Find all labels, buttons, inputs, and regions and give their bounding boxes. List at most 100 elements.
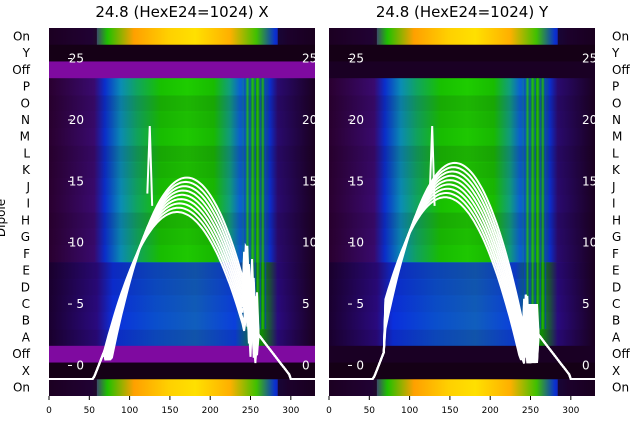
heatmap-row-edge [329, 28, 377, 46]
heatmap-row-21 [329, 379, 595, 396]
heatmap-row-13 [49, 245, 315, 263]
heatmap-streak [526, 78, 529, 330]
heatmap-row-17 [49, 312, 315, 330]
heatmap-row-5 [49, 111, 315, 129]
x-tick-label: 150 [161, 406, 178, 416]
heatmap-streak [536, 78, 539, 330]
x-tick-label: 300 [282, 406, 299, 416]
heatmap-row-9 [329, 178, 595, 196]
row-label: C [22, 297, 30, 311]
y-axis-label: Dipole [0, 199, 8, 237]
heatmap-row-8 [49, 161, 315, 180]
row-label: K [22, 163, 31, 177]
heatmap-row-2 [329, 61, 595, 79]
row-label: N [21, 113, 30, 127]
heatmap-row-15 [49, 278, 315, 297]
heatmap-streak [249, 78, 251, 330]
heatmap-row-1 [329, 44, 595, 62]
overlay-y-tick-label-edge: 0 [582, 358, 590, 372]
row-label: H [612, 213, 621, 227]
overlay-y-tick-label: 0 [356, 358, 364, 372]
heatmap-row-4 [49, 94, 315, 113]
overlay-y-tick-label-edge: 5 [302, 297, 310, 311]
heatmap-row-edge [557, 379, 595, 396]
heatmap-row-18 [329, 329, 595, 347]
heatmap-row-6 [329, 128, 595, 146]
overlay-y-tick-label-edge: 20 [582, 113, 597, 127]
left-x-ticks: 0 50 100 150 200 250 300 [46, 396, 300, 416]
heatmap-row-7 [49, 145, 315, 163]
heatmap-row-0 [329, 28, 595, 46]
heatmap-row-4 [329, 94, 595, 113]
x-tick-label: 100 [121, 406, 138, 416]
right-overlay-traces [329, 126, 595, 380]
row-label: On [612, 381, 629, 395]
left-overlay-traces [49, 126, 315, 380]
row-label: I [612, 197, 616, 211]
overlay-spike [428, 126, 436, 206]
row-label: Off [612, 63, 630, 77]
row-label: A [22, 330, 31, 344]
row-label: X [612, 364, 620, 378]
row-label: K [612, 163, 621, 177]
heatmap-streak [544, 78, 547, 330]
overlay-trace [49, 176, 315, 380]
heatmap-row-11 [49, 212, 315, 230]
heatmap-streak [254, 78, 256, 330]
row-label: On [13, 381, 30, 395]
row-label: D [21, 280, 30, 294]
overlay-y-tick-label-edge: 25 [302, 52, 317, 66]
heatmap-row-3 [329, 78, 595, 96]
heatmap-row-13 [329, 245, 595, 263]
overlay-trace [329, 161, 595, 380]
heatmap-streak [246, 78, 249, 330]
row-label: D [612, 280, 621, 294]
heatmap-row-edge [277, 379, 315, 396]
row-label: O [21, 96, 30, 110]
left-overlay-y-ticks: 25 20 15 10 5 0 25 20 15 10 5 0 [68, 52, 317, 372]
row-label: On [612, 29, 629, 43]
x-tick-label: 50 [364, 406, 376, 416]
heatmap-row-19 [49, 345, 315, 364]
row-label: C [612, 297, 620, 311]
row-label: Y [611, 46, 620, 60]
x-tick-label: 200 [202, 406, 219, 416]
row-label: On [13, 29, 30, 43]
x-tick-label: 300 [562, 406, 579, 416]
heatmap-row-16 [329, 295, 595, 313]
row-label: I [26, 197, 30, 211]
right-x-ticks: 0 50 100 150 200 250 300 [326, 396, 580, 416]
row-label: O [612, 96, 621, 110]
heatmap-row-2 [49, 61, 315, 79]
right-heatmap [329, 28, 595, 396]
right-chart-title: 24.8 (HexE24=1024) Y [376, 3, 549, 21]
heatmap-row-15 [329, 278, 595, 297]
overlay-y-tick-label: 0 [76, 358, 84, 372]
overlay-y-tick-label-edge: 0 [302, 358, 310, 372]
overlay-spike [146, 126, 154, 206]
heatmap-row-edge [329, 379, 377, 396]
row-label: L [23, 146, 30, 160]
overlay-y-tick-label: 15 [349, 174, 364, 188]
left-chart-title: 24.8 (HexE24=1024) X [95, 3, 268, 21]
heatmap-row-12 [49, 228, 315, 246]
row-label: Off [612, 347, 630, 361]
overlay-y-tick-label-edge: 20 [302, 113, 317, 127]
overlay-y-tick-label: 20 [349, 113, 364, 127]
heatmap-row-3 [49, 78, 315, 96]
row-label: G [612, 230, 621, 244]
row-label: F [612, 247, 619, 261]
overlay-y-tick-label-edge: 15 [582, 174, 597, 188]
heatmap-row-edge [557, 28, 595, 46]
heatmap-streak [542, 78, 544, 330]
heatmap-row-20 [329, 362, 595, 380]
row-label: J [25, 180, 30, 194]
row-label: Y [22, 46, 31, 60]
heatmap-row-edge [277, 28, 315, 46]
overlay-y-tick-label: 10 [349, 236, 364, 250]
heatmap-row-12 [329, 228, 595, 246]
row-label: P [612, 80, 619, 94]
row-label: F [23, 247, 30, 261]
